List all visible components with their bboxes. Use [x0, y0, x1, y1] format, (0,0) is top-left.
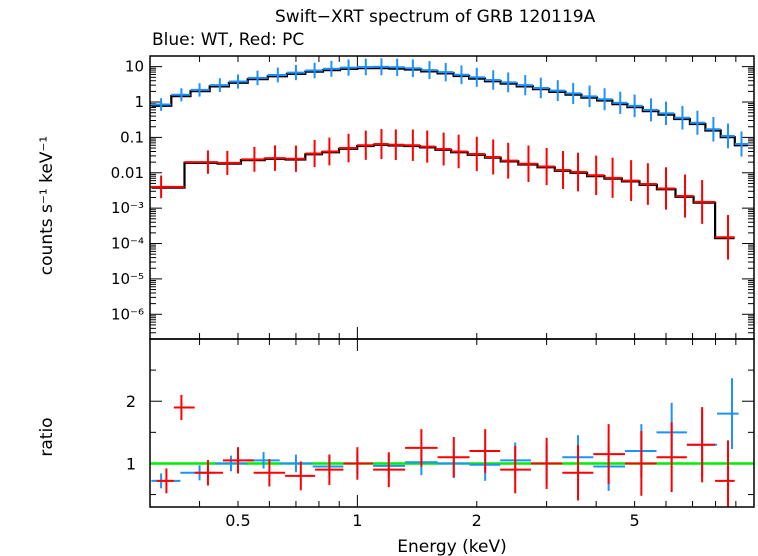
x-tick-label: 5 [630, 511, 640, 530]
panel-frames [149, 55, 755, 508]
x-tick-label: 0.5 [225, 511, 250, 530]
y-axis-label: counts s⁻¹ keV⁻¹ [37, 136, 57, 275]
top-panel-ticks [149, 55, 754, 340]
x-axis-label: Energy (keV) [397, 537, 507, 556]
y-tick-label: 1 [126, 454, 136, 473]
chart-subtitle: Blue: WT, Red: PC [152, 30, 305, 50]
y-tick-label: 1 [134, 93, 144, 111]
x-tick-label: 1 [352, 511, 362, 530]
y-axis-label: ratio [37, 417, 57, 456]
y-tick-label: 10⁻³ [111, 199, 144, 217]
y-tick-label: 2 [126, 392, 136, 411]
y-tick-label: 10 [125, 58, 144, 76]
axis-labels: 0.5 1 2 5 10 1 0.1 0.01 10⁻³ 10⁻⁴ 10⁻⁵ 10⁻⁶ 1 2 Energy… [37, 58, 640, 556]
model-line-wt [151, 67, 749, 147]
y-tick-label: 0.01 [111, 164, 144, 182]
y-tick-label: 10⁻⁴ [111, 235, 144, 253]
bottom-panel-ticks [149, 339, 754, 507]
chart-title: Swift−XRT spectrum of GRB 120119A [275, 7, 596, 27]
y-tick-label: 10⁻⁵ [111, 270, 144, 288]
x-tick-label: 2 [472, 511, 482, 530]
y-tick-label: 10⁻⁶ [111, 305, 144, 323]
bottom-panel-frame [149, 338, 755, 508]
y-tick-label: 0.1 [120, 128, 144, 146]
bottom-panel-marks [150, 378, 754, 507]
top-panel-frame [149, 55, 755, 340]
top-panel-marks [151, 58, 749, 260]
